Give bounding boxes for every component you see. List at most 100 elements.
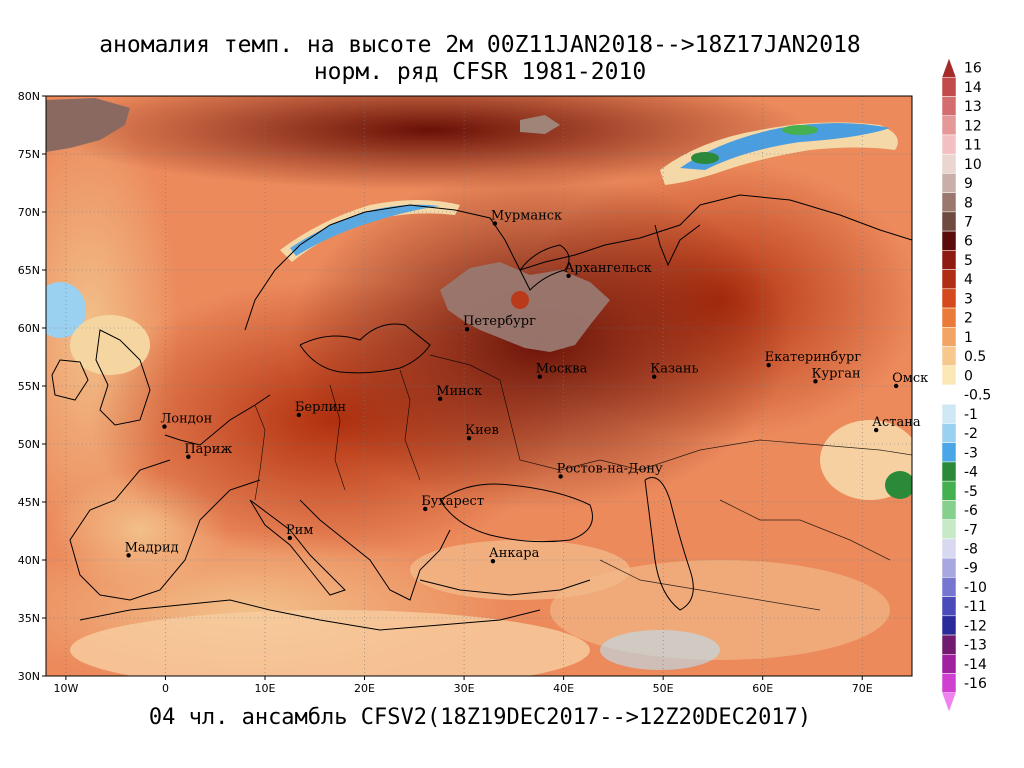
- city-label: Лондон: [160, 412, 212, 427]
- colorbar-swatch: [941, 519, 957, 540]
- city-dot: [492, 221, 498, 226]
- anomaly-arctic-core: [50, 96, 810, 190]
- colorbar-swatch: [941, 538, 957, 559]
- lat-tick-label: 55N: [18, 380, 40, 393]
- colorbar-swatch: [941, 307, 957, 328]
- lon-tick-label: 30E: [454, 682, 475, 695]
- colorbar-swatch: [941, 230, 957, 251]
- city-label: Мурманск: [491, 209, 562, 224]
- city-dot: [766, 362, 771, 368]
- border-1: [254, 404, 266, 501]
- lat-tick-label: 30N: [18, 670, 40, 683]
- city-label: Анкара: [489, 546, 540, 561]
- city-label: Мадрид: [125, 540, 179, 555]
- anomaly-kara-cold-core: [680, 123, 890, 170]
- lon-tick-label: 10W: [53, 682, 78, 695]
- lat-tick-label: 40N: [18, 554, 40, 567]
- colorbar-label: -1: [964, 407, 978, 423]
- anomaly-ireland-cool: [46, 282, 86, 338]
- lon-tick-label: 70E: [852, 682, 873, 695]
- map-axis-ticks: 30N 35N 40N 45N 50N 55N 60N 65N 70N 75N 80N 10W 0 10E…: [18, 90, 873, 695]
- colorbar-swatch: [941, 423, 957, 443]
- chart-title-line1: аномалия темп. на высоте 2м 00Z11JAN2018…: [99, 32, 861, 58]
- coast-uk: [95, 329, 151, 426]
- city-label: Петербург: [463, 314, 536, 329]
- city-dot: [287, 535, 293, 541]
- coast-black-sea: [439, 483, 593, 543]
- city-dot: [651, 374, 657, 379]
- colorbar-label: -16: [964, 676, 987, 692]
- colorbar-label: 11: [964, 138, 982, 154]
- colorbar-swatch: [941, 134, 957, 155]
- city-dot: [893, 383, 899, 389]
- colorbar-label: -12: [964, 618, 987, 634]
- colorbar-label: 3: [964, 291, 973, 307]
- lon-tick-label: 10E: [255, 682, 276, 695]
- coast-baltic: [299, 323, 431, 374]
- colorbar: 16 14 13 12 11 10 9 8 7 6 5 4 3 2 1 0.5 0 -0.5 -1 -2 -3 -4 -5 -…: [941, 57, 991, 713]
- colorbar-label: 8: [964, 195, 973, 211]
- city-dot: [813, 379, 818, 384]
- city-dot: [186, 454, 191, 459]
- colorbar-swatch-bottom: [941, 692, 957, 713]
- city-label: Москва: [536, 362, 588, 377]
- colorbar-swatch: [941, 346, 957, 367]
- map-grid: [46, 96, 912, 676]
- colorbar-swatch: [941, 596, 957, 617]
- city-label: Архангельск: [565, 261, 652, 276]
- colorbar-label: -9: [964, 561, 978, 577]
- lat-tick-label: 75N: [18, 148, 40, 161]
- colorbar-swatch: [941, 654, 957, 674]
- lat-tick-label: 60N: [18, 322, 40, 335]
- colorbar-swatch-top: [941, 57, 957, 78]
- lon-tick-label: 0: [162, 682, 169, 695]
- colorbar-swatch: [941, 615, 957, 636]
- city-label: Курган: [811, 366, 860, 381]
- city-markers: Мурманск Архангельск Петербург Москва Казань…: [125, 209, 928, 564]
- colorbar-swatch: [941, 384, 957, 405]
- colorbar-swatch: [941, 500, 957, 520]
- colorbar-label: 4: [964, 272, 973, 288]
- coast-ireland: [51, 359, 89, 401]
- coast-kola-ural: [654, 224, 701, 267]
- city-dot: [873, 427, 879, 433]
- ensemble-footer: 04 чл. ансамбль CFSV2(18Z19DEC2017-->12Z…: [148, 705, 812, 730]
- anomaly-kazakh-cold: [885, 471, 912, 499]
- lat-tick-label: 65N: [18, 264, 40, 277]
- city-dot: [162, 424, 167, 429]
- colorbar-label: 12: [964, 118, 982, 134]
- anomaly-nw-brown: [46, 98, 130, 152]
- city-dot: [126, 553, 131, 558]
- anomaly-mideast-cool: [600, 630, 720, 670]
- lon-tick-label: 50E: [653, 682, 674, 695]
- border-5: [599, 439, 912, 471]
- colorbar-swatch: [941, 365, 957, 386]
- lat-tick-label: 80N: [18, 90, 40, 103]
- colorbar-swatch: [941, 634, 957, 655]
- colorbar-label: -6: [964, 503, 978, 519]
- colorbar-label: -5: [964, 484, 978, 500]
- lat-tick-label: 50N: [18, 438, 40, 451]
- colorbar-label: -0.5: [964, 388, 991, 404]
- coast-iberia: [69, 459, 261, 601]
- borders: [254, 354, 912, 611]
- city-label: Екатеринбург: [765, 350, 862, 365]
- colorbar-swatch: [941, 403, 957, 424]
- anomaly-arctic-brown: [520, 115, 560, 134]
- city-label: Ростов-на-Дону: [557, 461, 663, 476]
- coast-italy: [249, 499, 346, 596]
- colorbar-label: -8: [964, 542, 978, 558]
- colorbar-label: 6: [964, 234, 973, 250]
- city-label: Казань: [650, 362, 698, 377]
- colorbar-swatch: [941, 115, 957, 136]
- city-dot: [566, 273, 571, 278]
- city-label: Бухарест: [421, 494, 484, 509]
- lat-tick-label: 70N: [18, 206, 40, 219]
- city-label: Берлин: [295, 400, 346, 415]
- coast-balkans: [299, 499, 451, 601]
- city-label: Омск: [892, 371, 928, 386]
- colorbar-swatch: [941, 442, 957, 463]
- lon-tick-label: 40E: [553, 682, 574, 695]
- colorbar-swatch: [941, 211, 957, 232]
